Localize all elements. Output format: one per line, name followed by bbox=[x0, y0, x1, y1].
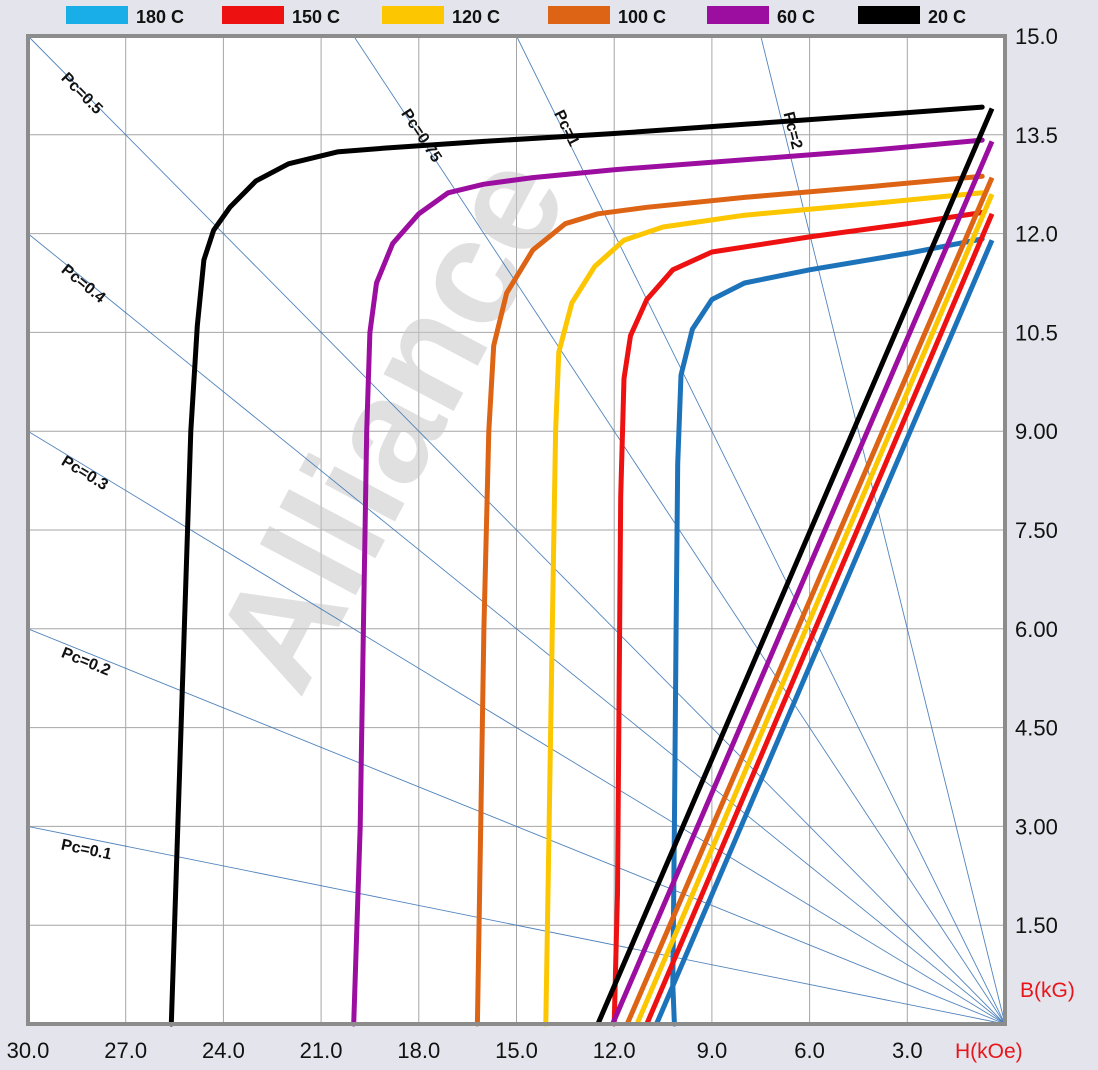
y-tick-label: 4.50 bbox=[1015, 716, 1058, 741]
y-tick-label: 10.5 bbox=[1015, 320, 1058, 345]
load-line bbox=[27, 825, 1006, 1025]
y-axis-unit: B(kG) bbox=[1020, 979, 1075, 1002]
x-tick-label: 9.0 bbox=[697, 1038, 728, 1063]
y-tick-label: 13.5 bbox=[1015, 123, 1058, 148]
demag-curves bbox=[168, 104, 995, 1027]
x-tick-label: 27.0 bbox=[104, 1038, 147, 1063]
legend-swatch bbox=[858, 6, 920, 24]
legend-label: 180 C bbox=[136, 7, 184, 27]
x-tick-label: 15.0 bbox=[495, 1038, 538, 1063]
y-tick-label: 1.50 bbox=[1015, 913, 1058, 938]
load-line bbox=[516, 35, 1006, 1025]
j-curve bbox=[351, 137, 985, 1027]
plot-frame bbox=[26, 34, 1007, 1026]
y-axis-ticks: 15.0 13.5 12.0 10.5 9.00 7.50 6.00 4.50 3.00 1.50 bbox=[1015, 24, 1058, 938]
y-tick-label: 9.00 bbox=[1015, 419, 1058, 444]
legend-label: 150 C bbox=[292, 7, 340, 27]
legend-swatch bbox=[382, 6, 444, 24]
legend: 180 C 150 C 120 C 100 C 60 C 20 C bbox=[66, 6, 966, 27]
x-tick-label: 6.0 bbox=[794, 1038, 825, 1063]
j-curve bbox=[611, 210, 985, 1027]
x-tick-label: 21.0 bbox=[300, 1038, 343, 1063]
load-line bbox=[27, 35, 1006, 1025]
legend-label: 120 C bbox=[452, 7, 500, 27]
y-tick-label: 7.50 bbox=[1015, 518, 1058, 543]
x-axis-unit: H(kOe) bbox=[955, 1040, 1023, 1063]
x-axis-ticks: 30.0 27.0 24.0 21.0 18.0 15.0 12.0 9.0 6.0 3.0 bbox=[7, 1038, 923, 1063]
legend-swatch bbox=[222, 6, 284, 24]
load-line bbox=[760, 35, 1006, 1025]
y-tick-label: 15.0 bbox=[1015, 24, 1058, 49]
legend-swatch bbox=[66, 6, 128, 24]
y-tick-label: 3.00 bbox=[1015, 814, 1058, 839]
b-curve bbox=[595, 107, 995, 1025]
x-tick-label: 24.0 bbox=[202, 1038, 245, 1063]
legend-swatch bbox=[707, 6, 769, 24]
b-curve bbox=[654, 239, 995, 1025]
legend-label: 60 C bbox=[777, 7, 815, 27]
load-line bbox=[27, 628, 1006, 1025]
b-curve bbox=[634, 193, 995, 1025]
y-tick-label: 12.0 bbox=[1015, 222, 1058, 247]
b-curve bbox=[644, 212, 995, 1025]
j-curve bbox=[543, 190, 985, 1027]
legend-swatch bbox=[548, 6, 610, 24]
legend-label: 20 C bbox=[928, 7, 966, 27]
legend-label: 100 C bbox=[618, 7, 666, 27]
b-curve bbox=[610, 140, 995, 1025]
b-curve bbox=[624, 176, 995, 1025]
y-tick-label: 6.00 bbox=[1015, 617, 1058, 642]
x-tick-label: 18.0 bbox=[397, 1038, 440, 1063]
j-curve bbox=[474, 173, 985, 1027]
x-tick-label: 3.0 bbox=[892, 1038, 923, 1063]
j-curve bbox=[168, 104, 985, 1027]
load-line bbox=[27, 430, 1006, 1025]
x-tick-label: 12.0 bbox=[593, 1038, 636, 1063]
x-tick-label: 30.0 bbox=[7, 1038, 50, 1063]
load-line bbox=[27, 233, 1006, 1025]
